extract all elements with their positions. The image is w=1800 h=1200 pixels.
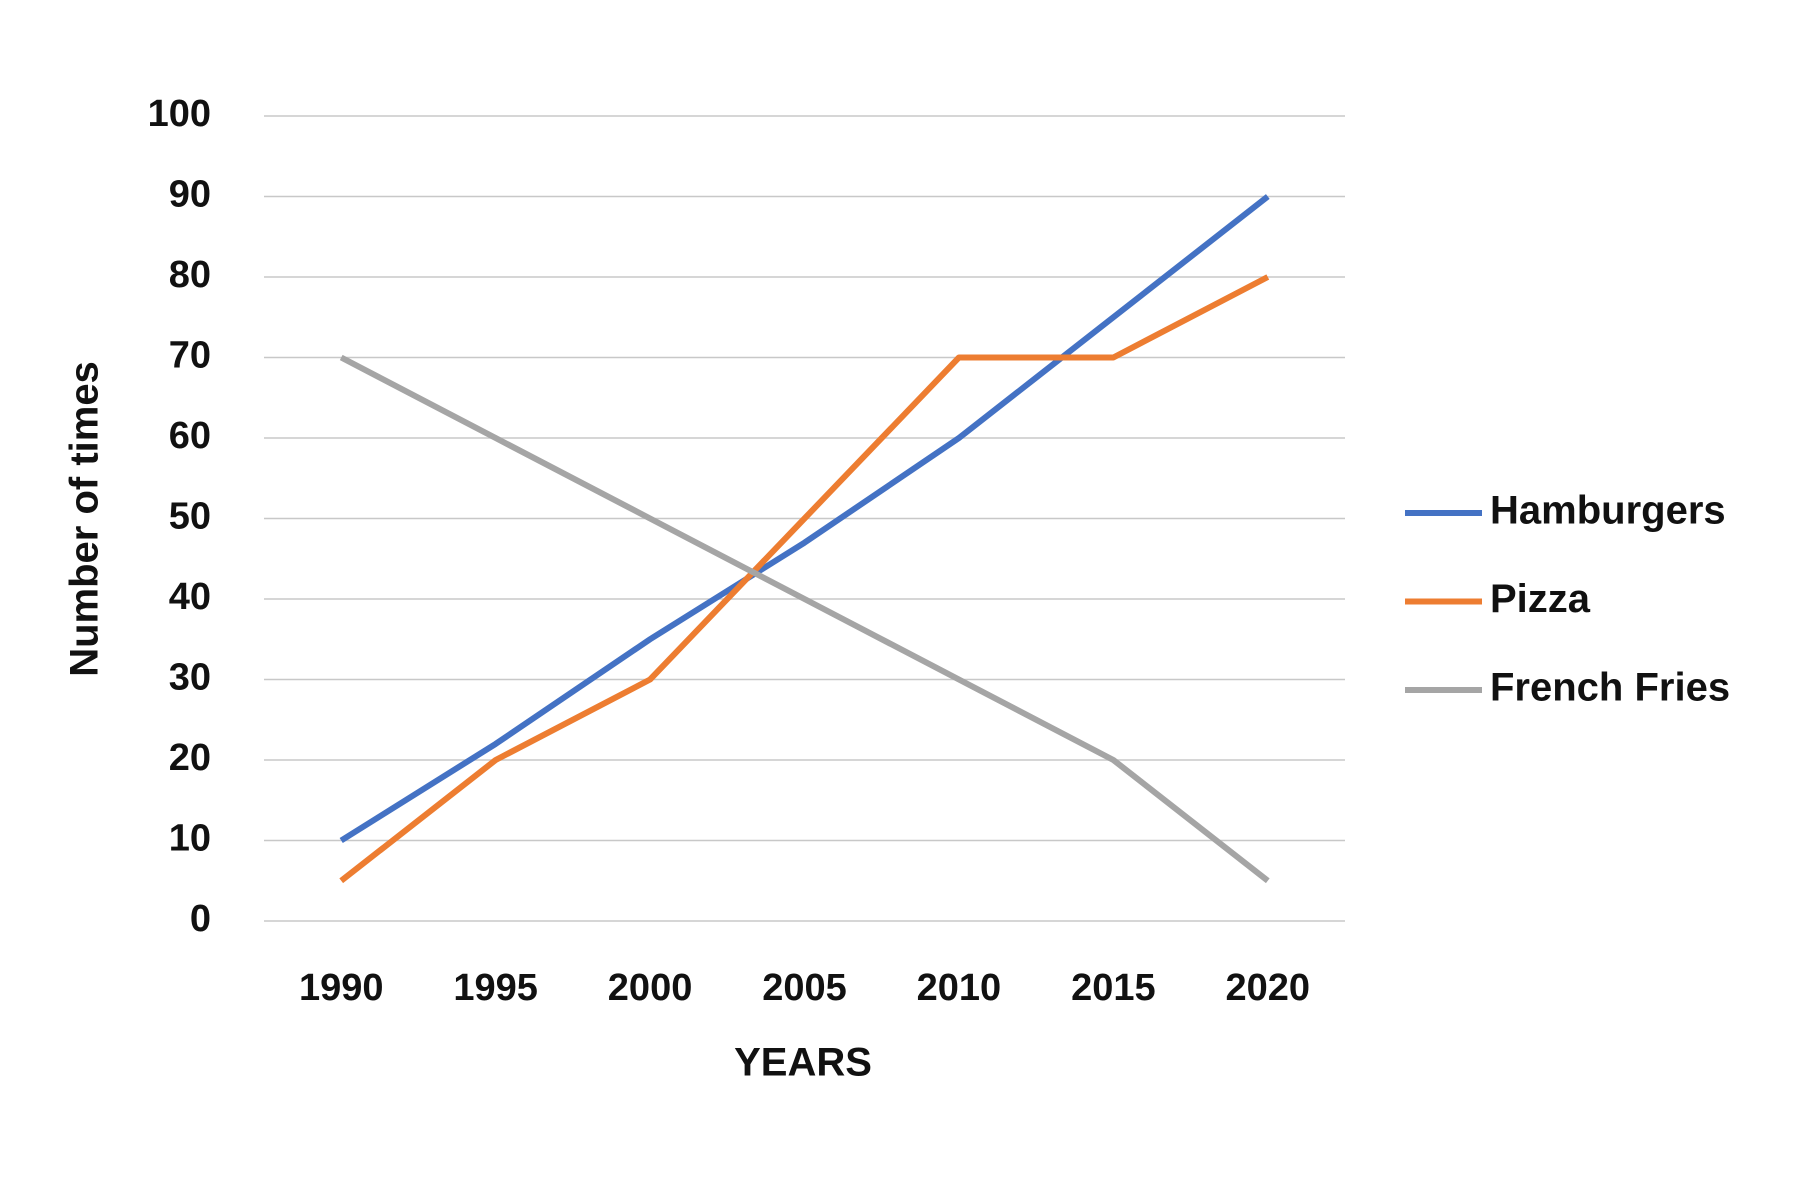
x-tick-label: 2000 bbox=[608, 967, 693, 1009]
series-line bbox=[339, 354, 1270, 884]
x-axis-title: YEARS bbox=[734, 1041, 872, 1085]
series-line bbox=[339, 274, 1270, 884]
y-tick-label: 10 bbox=[169, 818, 211, 860]
x-tick-label: 2010 bbox=[917, 967, 1002, 1009]
x-tick-label: 1990 bbox=[299, 967, 384, 1009]
y-tick-label: 60 bbox=[169, 415, 211, 457]
y-tick-label: 80 bbox=[169, 254, 211, 296]
y-tick-label: 100 bbox=[148, 93, 211, 135]
y-tick-label: 30 bbox=[169, 657, 211, 699]
legend-label: Hamburgers bbox=[1490, 489, 1726, 533]
x-tick-label: 2020 bbox=[1226, 967, 1311, 1009]
x-tick-label: 2015 bbox=[1071, 967, 1156, 1009]
y-tick-label: 0 bbox=[190, 898, 211, 940]
y-tick-label: 70 bbox=[169, 335, 211, 377]
x-tick-label: 2005 bbox=[762, 967, 847, 1009]
y-tick-label: 20 bbox=[169, 737, 211, 779]
legend-label: Pizza bbox=[1490, 577, 1591, 621]
y-axis-title: Number of times bbox=[63, 361, 107, 677]
series-line bbox=[339, 194, 1270, 844]
y-tick-label: 90 bbox=[169, 174, 211, 216]
x-tick-label: 1995 bbox=[453, 967, 538, 1009]
y-tick-label: 40 bbox=[169, 576, 211, 618]
legend-label: French Fries bbox=[1490, 666, 1730, 710]
y-tick-label: 50 bbox=[169, 496, 211, 538]
